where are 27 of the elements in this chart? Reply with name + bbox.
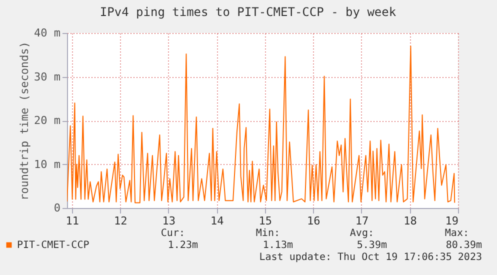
- legend-label: PIT-CMET-CCP: [17, 240, 90, 251]
- text: 5.39m: [356, 240, 387, 251]
- text: Avg:: [350, 228, 374, 239]
- y-tick-label: 0: [54, 202, 60, 214]
- x-tick-label: 13: [162, 214, 176, 228]
- x-tick-label: 17: [355, 214, 369, 228]
- x-tick-label: 12: [114, 214, 128, 228]
- y-tick-label: 40 m: [34, 26, 61, 40]
- x-tick-label: 11: [66, 214, 79, 228]
- x-tick-label: 15: [258, 214, 272, 228]
- y-tick-label: 30 m: [34, 70, 61, 84]
- y-axis-title: roundtrip time (seconds): [18, 42, 32, 200]
- line-series: [67, 46, 456, 204]
- chart-title: IPv4 ping times to PIT-CMET-CCP - by week: [100, 5, 397, 19]
- x-tick-label: 19: [445, 214, 458, 228]
- text: 1.13m: [262, 240, 293, 251]
- text: Min:: [256, 228, 280, 239]
- text: Max:: [444, 228, 469, 239]
- y-tick-label: 10 m: [34, 158, 61, 171]
- x-tick-label: 18: [404, 214, 417, 228]
- x-tick-label: 14: [210, 214, 224, 228]
- text: 1.23m: [168, 240, 198, 251]
- text: 80.39m: [446, 240, 482, 251]
- text: Last update: Thu Oct 19 17:06:35 2023: [259, 252, 482, 263]
- x-tick-label: 16: [307, 214, 320, 228]
- y-tick-label: 20 m: [34, 114, 61, 127]
- text: Cur:: [160, 228, 185, 239]
